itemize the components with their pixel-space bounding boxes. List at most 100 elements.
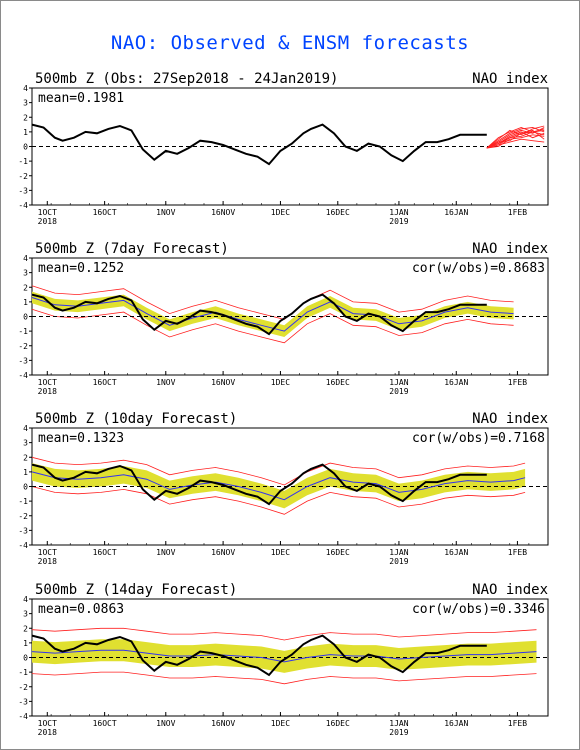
panel-title: 500mb Z (Obs: 27Sep2018 - 24Jan2019) xyxy=(35,71,338,87)
range-lower-line xyxy=(31,671,537,685)
chart-panel-3: 500mb Z (10day Forecast) NAO index mean=0.… xyxy=(18,411,549,566)
x-tick-label: 1FEB xyxy=(508,208,527,217)
x-tick-label: 16JAN xyxy=(444,548,468,557)
y-tick-label: 0 xyxy=(23,483,28,492)
x-tick-label: 1NOV xyxy=(156,719,175,728)
y-tick-label: 2 xyxy=(23,283,28,292)
x-tick-year-label: 2019 xyxy=(389,557,408,566)
x-tick-year-label: 2019 xyxy=(389,387,408,396)
y-tick-label: -2 xyxy=(18,342,28,351)
y-tick-label: -1 xyxy=(18,327,28,336)
mean-label: mean=0.1323 xyxy=(38,431,124,446)
x-tick-label: 1JAN xyxy=(389,719,408,728)
page-title: NAO: Observed & ENSM forecasts xyxy=(110,32,470,54)
x-tick-label: 1OCT xyxy=(38,208,57,217)
forecast-member-line xyxy=(486,127,545,149)
panel-title: 500mb Z (10day Forecast) xyxy=(35,411,237,427)
y-tick-label: -1 xyxy=(18,668,28,677)
y-tick-label: -2 xyxy=(18,683,28,692)
range-lower-line xyxy=(31,308,514,344)
forecast-member-line xyxy=(486,125,545,149)
y-tick-label: 4 xyxy=(23,595,28,604)
ensemble-mean-line xyxy=(31,471,526,501)
panel-right-label: NAO index xyxy=(472,411,548,427)
y-tick-label: 2 xyxy=(23,624,28,633)
y-tick-label: -1 xyxy=(18,157,28,166)
x-tick-label: 16OCT xyxy=(93,208,117,217)
x-tick-year-label: 2018 xyxy=(38,728,57,737)
mean-label: mean=0.0863 xyxy=(38,602,124,617)
mean-label: mean=0.1981 xyxy=(38,91,124,106)
x-tick-label: 16DEC xyxy=(326,378,350,387)
y-tick-label: 2 xyxy=(23,113,28,122)
y-tick-label: 4 xyxy=(23,254,28,263)
observed-line xyxy=(31,123,487,166)
spread-band xyxy=(32,463,526,509)
panel-right-label: NAO index xyxy=(472,582,548,598)
x-tick-label: 16JAN xyxy=(444,719,468,728)
range-upper-line xyxy=(31,456,526,486)
correlation-label: cor(w/obs)=0.3346 xyxy=(412,602,545,617)
x-tick-year-label: 2018 xyxy=(38,557,57,566)
x-tick-label: 1DEC xyxy=(271,378,290,387)
x-tick-label: 16DEC xyxy=(326,719,350,728)
forecast-member-line xyxy=(486,131,545,149)
x-tick-label: 16NOV xyxy=(211,378,235,387)
panel-title: 500mb Z (7day Forecast) xyxy=(35,241,229,257)
y-tick-label: 2 xyxy=(23,453,28,462)
x-tick-label: 16JAN xyxy=(444,208,468,217)
x-tick-label: 1OCT xyxy=(38,378,57,387)
chart-panel-2: 500mb Z (7day Forecast) NAO index mean=0.1… xyxy=(18,241,549,396)
y-tick-label: 1 xyxy=(23,298,28,307)
panel-right-label: NAO index xyxy=(472,241,548,257)
y-tick-label: -3 xyxy=(18,356,28,365)
x-tick-label: 16DEC xyxy=(326,548,350,557)
x-tick-label: 16DEC xyxy=(326,208,350,217)
y-tick-label: -4 xyxy=(18,201,28,210)
x-tick-label: 16NOV xyxy=(211,548,235,557)
y-tick-label: 3 xyxy=(23,439,28,448)
x-tick-label: 1NOV xyxy=(156,208,175,217)
y-tick-label: 1 xyxy=(23,639,28,648)
correlation-label: cor(w/obs)=0.7168 xyxy=(412,431,545,446)
x-tick-label: 16OCT xyxy=(93,378,117,387)
x-tick-label: 1JAN xyxy=(389,548,408,557)
x-tick-label: 1OCT xyxy=(38,548,57,557)
y-tick-label: 0 xyxy=(23,143,28,152)
x-tick-label: 1NOV xyxy=(156,548,175,557)
x-tick-label: 16OCT xyxy=(93,548,117,557)
y-tick-label: 3 xyxy=(23,269,28,278)
forecast-member-line xyxy=(486,134,545,149)
mean-label: mean=0.1252 xyxy=(38,261,124,276)
x-tick-label: 16NOV xyxy=(211,719,235,728)
y-tick-label: 0 xyxy=(23,313,28,322)
x-tick-year-label: 2018 xyxy=(38,217,57,226)
forecast-member-line xyxy=(486,131,545,149)
y-tick-label: -3 xyxy=(18,697,28,706)
y-tick-label: 3 xyxy=(23,99,28,108)
ensemble-mean-line xyxy=(31,649,537,663)
observed-line xyxy=(31,293,487,336)
x-tick-label: 1NOV xyxy=(156,378,175,387)
chart-panel-4: 500mb Z (14day Forecast) NAO index mean=0.… xyxy=(18,582,549,737)
range-lower-line xyxy=(31,486,526,515)
panel-title: 500mb Z (14day Forecast) xyxy=(35,582,237,598)
x-tick-label: 16JAN xyxy=(444,378,468,387)
y-tick-label: 1 xyxy=(23,128,28,137)
x-tick-label: 16OCT xyxy=(93,719,117,728)
y-tick-label: -3 xyxy=(18,186,28,195)
y-tick-label: -2 xyxy=(18,512,28,521)
x-tick-label: 1OCT xyxy=(38,719,57,728)
x-tick-label: 1DEC xyxy=(271,548,290,557)
x-tick-label: 1DEC xyxy=(271,719,290,728)
x-tick-year-label: 2018 xyxy=(38,387,57,396)
chart-panel-1: 500mb Z (Obs: 27Sep2018 - 24Jan2019) NAO … xyxy=(18,71,549,226)
range-upper-line xyxy=(31,627,537,641)
x-tick-year-label: 2019 xyxy=(389,728,408,737)
y-tick-label: -2 xyxy=(18,172,28,181)
x-tick-label: 1FEB xyxy=(508,378,527,387)
y-tick-label: -4 xyxy=(18,712,28,721)
y-tick-label: -3 xyxy=(18,526,28,535)
x-tick-label: 1JAN xyxy=(389,208,408,217)
